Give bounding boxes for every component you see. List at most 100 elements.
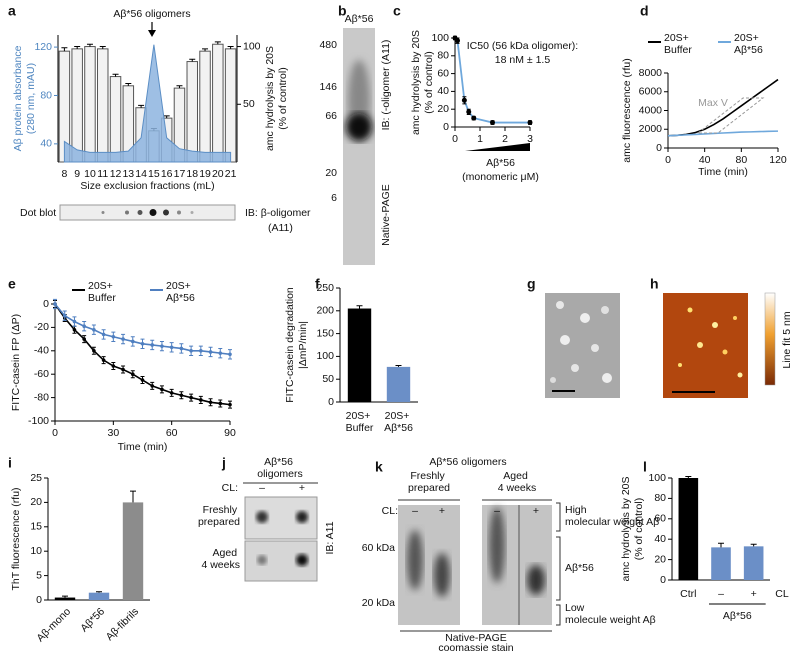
y-tick-label: -20 (34, 321, 49, 333)
point (490, 120, 495, 126)
antibody-label: IB: A11 (324, 521, 336, 554)
dot (163, 209, 169, 216)
point (62, 313, 67, 318)
lane-label: + (299, 482, 305, 494)
particle (571, 364, 579, 372)
bar (212, 43, 224, 163)
point (160, 344, 164, 348)
gel-title: Aβ*56 oligomers (429, 456, 506, 468)
bar (199, 50, 211, 163)
axis-title: (% of control) (277, 67, 289, 129)
panel-label: a (8, 3, 16, 19)
x-tick-label: 1 (477, 133, 483, 145)
error-bar (61, 47, 68, 52)
y2-tick-label: 100 (243, 40, 261, 52)
smear (407, 530, 423, 590)
y-tick-label: 100 (431, 32, 449, 44)
bar (678, 478, 699, 580)
x-tick-label: Aβ-mono (34, 605, 73, 644)
error-bar (125, 82, 132, 86)
panel-label: e (8, 276, 16, 292)
marker-label: 146 (319, 81, 337, 93)
axis-title: FITC-casein FP (ΔP) (10, 314, 22, 411)
point (82, 324, 86, 329)
dot (190, 211, 194, 214)
stain-label: coomassie stain (438, 642, 513, 653)
point (228, 352, 232, 357)
lane-label: + (439, 505, 445, 517)
error-bar (96, 591, 102, 593)
category-title: CL (775, 588, 789, 600)
antibody-label: (A11) (268, 222, 293, 234)
x-tick-label: 0 (52, 427, 58, 439)
cl-label: CL: (222, 482, 238, 494)
bracket (556, 502, 561, 626)
point (130, 372, 135, 377)
marker-label: 6 (331, 192, 337, 204)
stain-label: Native-PAGE (445, 632, 507, 644)
x-tick-label: 11 (97, 168, 108, 180)
y-tick-label: 100 (316, 350, 334, 362)
point (160, 387, 164, 392)
axis-title: (% of control) (633, 498, 645, 560)
error-bar (163, 115, 170, 119)
x-tick-label: 90 (224, 427, 236, 439)
y2-tick-label: 50 (243, 98, 255, 110)
annotation-box (696, 97, 765, 134)
axis-title: Aβ protein absorbance (12, 45, 24, 151)
panel-label: l (643, 459, 647, 475)
point (471, 115, 477, 121)
dot (256, 511, 268, 523)
error-bar (685, 475, 692, 478)
lane-label: – (494, 505, 500, 517)
x-tick-label: 17 (174, 168, 186, 180)
marker-label: 20 kDa (362, 597, 395, 609)
axis-title: (monomeric μM) (462, 171, 539, 183)
dot (296, 511, 308, 523)
bar (224, 48, 237, 163)
y-tick-label: 2000 (639, 123, 663, 135)
x-tick-label: Aβ*56 (78, 605, 107, 634)
error-bar (138, 104, 145, 108)
colorbar-label: Line fit 5 nm (781, 311, 793, 368)
axis-title: Time (min) (118, 441, 168, 453)
error-bar (395, 365, 402, 367)
x-tick-label: 80 (735, 154, 747, 166)
particle (733, 316, 737, 320)
bar (88, 592, 110, 600)
y-tick-label: 150 (316, 327, 334, 339)
marker-label: 60 kDa (362, 542, 395, 554)
marker-label: 66 (325, 110, 337, 122)
lane-label: – (259, 482, 265, 494)
axis-title: amc hydrolysis by 20S (410, 30, 422, 135)
em-image (545, 293, 620, 398)
axis-title: Aβ*56 (486, 157, 515, 169)
particle (601, 306, 609, 314)
point (179, 393, 184, 398)
x-tick-label: 20S+ Aβ*56 (384, 410, 413, 434)
x-tick-label: 30 (107, 427, 119, 439)
y-tick-label: 15 (30, 521, 42, 533)
x-tick-label: – (718, 588, 724, 600)
axis-title: amc fluorescence (rfu) (621, 58, 633, 162)
blot-title: Aβ*56 oligomers (257, 456, 303, 480)
point (199, 398, 203, 402)
point (218, 351, 223, 355)
group-label: Aβ*56 (723, 610, 752, 622)
particle (560, 335, 570, 345)
bar (97, 48, 109, 163)
x-tick-label: 9 (74, 168, 80, 180)
legend-label: 20S+ Buffer (88, 280, 116, 304)
particle (556, 301, 564, 309)
error-bar (86, 43, 93, 47)
chart-title: Aβ*56 oligomers (113, 8, 190, 20)
panel-label: k (375, 459, 383, 475)
particle (678, 363, 682, 367)
annotation: IC50 (56 kDa oligomer): (467, 40, 578, 52)
y-tick-label: 40 (437, 85, 449, 97)
legend-label: 20S+ Aβ*56 (734, 32, 763, 56)
y-tick-label: 100 (648, 472, 666, 484)
y-tick-label: -40 (34, 345, 49, 357)
error-bar (62, 595, 68, 598)
